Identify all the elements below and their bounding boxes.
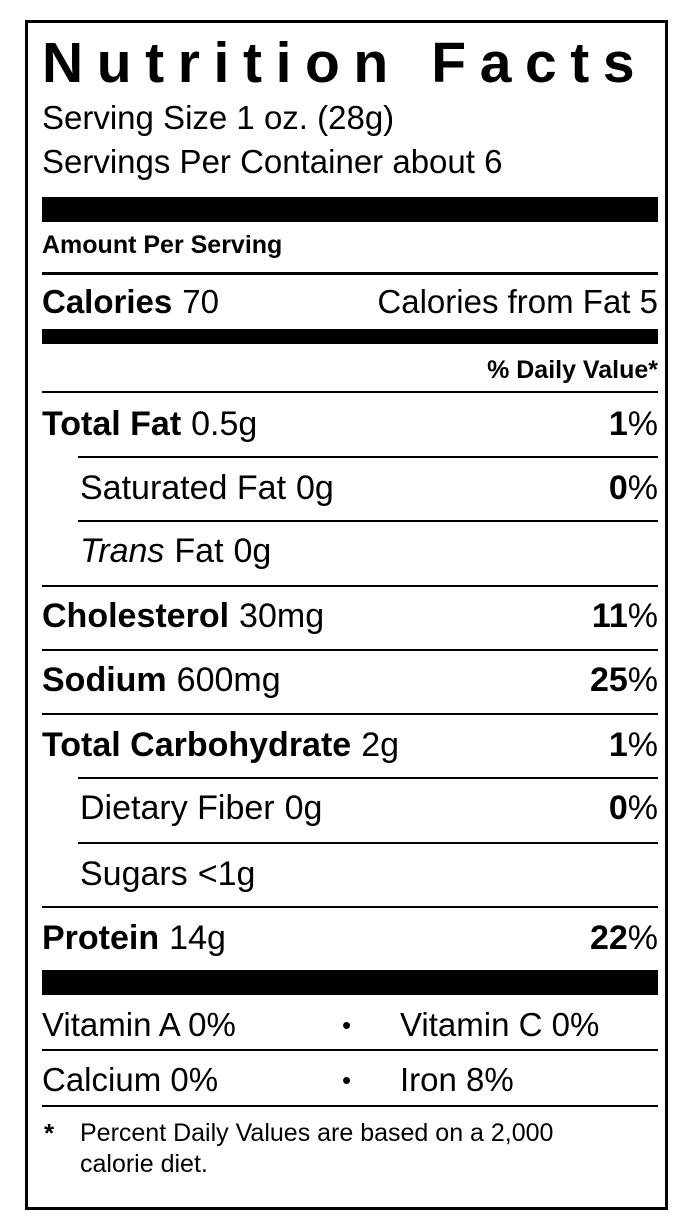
- dv-number: 25: [589, 661, 628, 699]
- vitamin: Vitamin A 0%: [42, 1006, 236, 1043]
- nutrient: Sugars <1g: [80, 852, 255, 896]
- calories-label: Calories: [42, 283, 173, 320]
- dv-number: 11: [591, 597, 628, 635]
- dv-number: 0: [608, 789, 628, 827]
- nutrient-row: Sugars <1g: [80, 852, 658, 896]
- nutrient-name: Total Fat: [42, 405, 182, 443]
- nutrient: Sodium 600mg: [42, 658, 281, 702]
- nutrient-name: Saturated Fat: [80, 469, 287, 507]
- nutrient-name: Protein: [42, 919, 160, 957]
- servings-per-container: Servings Per Container about 6: [42, 143, 503, 180]
- daily-value-row: % Daily Value*: [42, 348, 658, 392]
- dv-unit: %: [627, 469, 658, 507]
- daily-value: 1%: [609, 723, 658, 767]
- nutrient-amount: 0g: [233, 532, 272, 570]
- nutrient-name: Dietary Fiber: [80, 789, 275, 827]
- nutrient: Total Carbohydrate 2g: [42, 723, 399, 767]
- dv-unit: %: [627, 405, 658, 443]
- nutrient-name: Total Carbohydrate: [42, 726, 352, 764]
- divider: [42, 1105, 658, 1107]
- nutrient-row: Protein 14g 22%: [42, 916, 658, 960]
- nutrient: Saturated Fat 0g: [80, 466, 334, 510]
- mineral: Calcium 0%: [42, 1061, 219, 1098]
- nutrient-name: Sodium: [42, 661, 167, 699]
- nutrient-amount: 30mg: [239, 597, 325, 635]
- vitamin: Vitamin C 0%: [400, 1006, 600, 1043]
- amount-per-serving: Amount Per Serving: [42, 231, 283, 259]
- medium-bar: [42, 329, 658, 344]
- dv-number: 0: [608, 469, 628, 507]
- serving-size: Serving Size 1 oz. (28g): [42, 99, 395, 136]
- nutrient: Cholesterol 30mg: [42, 594, 324, 638]
- nutrient-amount: 14g: [169, 919, 226, 957]
- calories-group: Calories 70: [42, 280, 219, 324]
- nutrient-amount: 600mg: [176, 661, 281, 699]
- calories-row: Calories 70 Calories from Fat 5: [42, 280, 658, 324]
- divider: [78, 842, 658, 844]
- nutrient: Trans Fat 0g: [80, 529, 271, 573]
- nutrient-amount: <1g: [197, 855, 256, 893]
- footnote-marker: *: [44, 1118, 55, 1148]
- divider: [42, 906, 658, 908]
- dv-unit: %: [627, 789, 658, 827]
- nutrient: Dietary Fiber 0g: [80, 786, 322, 830]
- nutrient-name-italic: Trans: [80, 532, 165, 570]
- divider: [42, 272, 658, 275]
- divider: [42, 585, 658, 587]
- daily-value: 11%: [592, 594, 658, 638]
- nutrient-amount: 0.5g: [191, 405, 258, 443]
- dv-number: 22: [589, 919, 628, 957]
- daily-value-header: % Daily Value*: [487, 356, 658, 384]
- nutrient: Protein 14g: [42, 916, 226, 960]
- dv-unit: %: [627, 661, 658, 699]
- nutrient-name: Sugars: [80, 855, 188, 893]
- title: Nutrition Facts: [42, 31, 649, 95]
- separator: •: [342, 1010, 352, 1040]
- nutrient-row: Cholesterol 30mg 11%: [42, 594, 658, 638]
- divider: [78, 520, 658, 522]
- nutrient-name: Cholesterol: [42, 597, 230, 635]
- nutrient-row: Total Carbohydrate 2g 1%: [42, 723, 658, 767]
- daily-value: 25%: [590, 658, 658, 702]
- dv-unit: %: [627, 597, 658, 635]
- calories-from-fat: Calories from Fat 5: [377, 283, 658, 320]
- nutrient: Total Fat 0.5g: [42, 402, 257, 446]
- nutrient-row: Dietary Fiber 0g 0%: [80, 786, 658, 830]
- separator: •: [342, 1065, 352, 1095]
- mineral: Iron 8%: [400, 1061, 514, 1098]
- divider: [42, 391, 658, 393]
- nutrient-name: Fat: [174, 532, 224, 570]
- thick-bar: [42, 197, 658, 222]
- nutrient-row: Saturated Fat 0g 0%: [80, 466, 658, 510]
- nutrient-row: Sodium 600mg 25%: [42, 658, 658, 702]
- daily-value: 0%: [609, 786, 658, 830]
- divider: [42, 713, 658, 715]
- dv-number: 1: [608, 405, 628, 443]
- calories-value: 70: [182, 283, 219, 320]
- nutrient-amount: 2g: [361, 726, 400, 764]
- nutrient-row: Total Fat 0.5g 1%: [42, 402, 658, 446]
- dv-unit: %: [627, 726, 658, 764]
- daily-value: 1%: [609, 402, 658, 446]
- dv-number: 1: [608, 726, 628, 764]
- thick-bar: [42, 970, 658, 995]
- nutrient-amount: 0g: [296, 469, 334, 507]
- divider: [42, 649, 658, 651]
- divider: [78, 777, 658, 779]
- nutrient-amount: 0g: [284, 789, 323, 827]
- daily-value: 0%: [609, 466, 658, 510]
- frame: [25, 20, 668, 1210]
- divider: [42, 1049, 658, 1051]
- daily-value: 22%: [590, 916, 658, 960]
- footnote: Percent Daily Values are based on a 2,00…: [80, 1119, 554, 1178]
- nutrient-row: Trans Fat 0g: [80, 529, 658, 573]
- divider: [78, 456, 658, 458]
- dv-unit: %: [627, 919, 658, 957]
